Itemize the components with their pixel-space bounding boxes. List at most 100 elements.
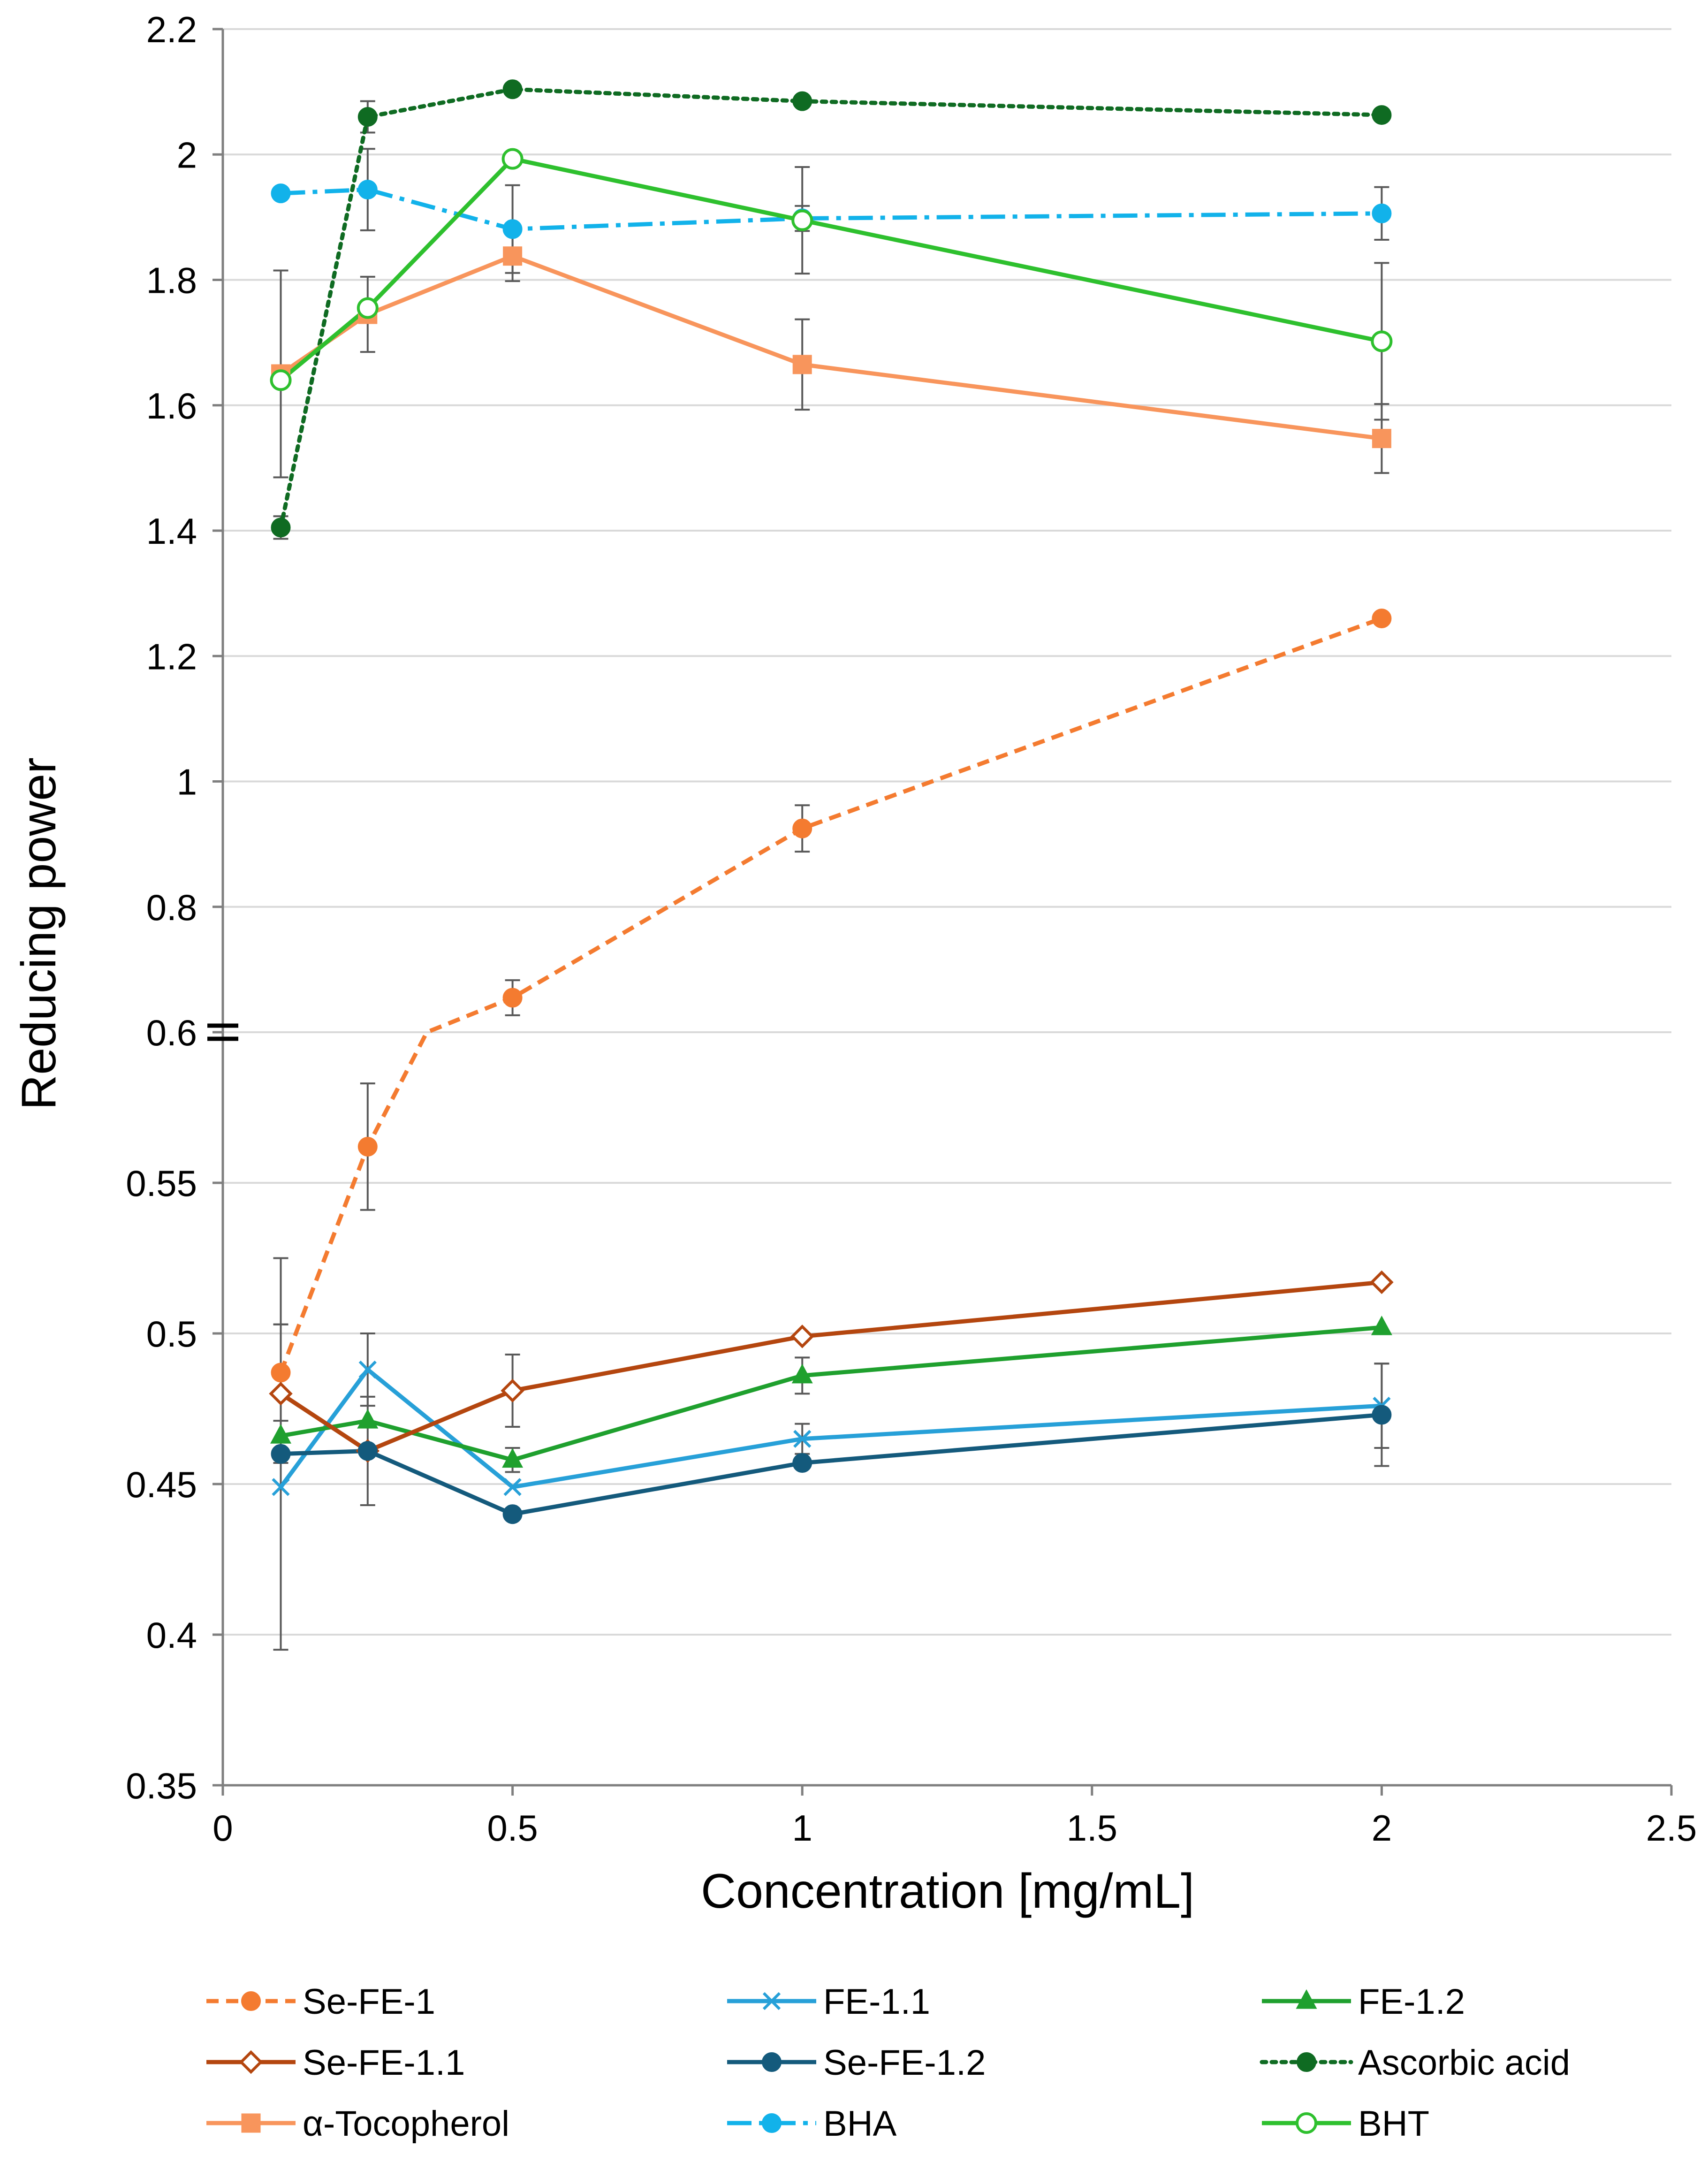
y-tick-label: 1 xyxy=(177,761,197,803)
point-fe-1-2 xyxy=(1371,1316,1392,1335)
legend: Se-FE-1 FE-1.1 FE-1.2 Se-FE-1.1 Se-FE-1.2 Asc… xyxy=(206,1982,1570,2144)
point-ascorbic-acid xyxy=(357,107,378,127)
legend-label: BHT xyxy=(1358,2104,1429,2144)
point-se-fe-1 xyxy=(357,1136,378,1157)
legend-label: Se-FE-1 xyxy=(303,1982,435,2022)
point-fe-1-2 xyxy=(502,1448,524,1468)
point-ascorbic-acid xyxy=(271,518,291,538)
legend-item-fe-1-1: FE-1.1 xyxy=(727,1982,930,2022)
point-bha xyxy=(271,183,291,204)
point-tocopherol xyxy=(792,355,812,374)
point-bht xyxy=(501,148,524,170)
x-tick-label: 1.5 xyxy=(1067,1807,1117,1849)
legend-marker xyxy=(762,2052,782,2072)
y-tick-label: 0.4 xyxy=(146,1614,197,1656)
x-tick-label: 2.5 xyxy=(1646,1807,1697,1849)
series-line-fe-1-2 xyxy=(280,1325,1382,1462)
y-tick-label: 0.55 xyxy=(126,1163,197,1204)
point-se-fe-1-1 xyxy=(501,1378,524,1403)
y-tick-label: 1.8 xyxy=(146,260,197,301)
legend-label: FE-1.1 xyxy=(823,1982,930,2022)
point-fe-1-2 xyxy=(357,1409,379,1429)
legend-marker xyxy=(1296,2112,1317,2134)
point-bha xyxy=(1372,203,1392,223)
series-lines xyxy=(279,87,1384,1516)
tick-labels: 0.35 0.4 0.45 0.5 0.55 0.6 0.8 1 1.2 1.4 1.6 1.8 2 2.… xyxy=(126,9,1697,1849)
series-line-se-fe-1-1 xyxy=(280,1280,1382,1453)
point-bha xyxy=(502,219,523,239)
y-tick-label: 0.5 xyxy=(146,1313,197,1355)
point-fe-1-2 xyxy=(791,1363,813,1384)
point-fe-1-1 xyxy=(503,1478,522,1496)
x-tick-label: 0 xyxy=(213,1807,233,1849)
point-se-fe-1 xyxy=(792,818,812,838)
point-bht xyxy=(1371,330,1393,352)
y-tick-label: 2 xyxy=(177,134,197,175)
series-line-se-fe-1 xyxy=(279,616,1382,1374)
y-tick-label: 0.45 xyxy=(126,1464,197,1505)
point-ascorbic-acid xyxy=(792,91,812,111)
axes xyxy=(207,28,1673,1796)
legend-item-bht: BHT xyxy=(1262,2104,1429,2144)
point-fe-1-1 xyxy=(793,1430,812,1448)
legend-marker xyxy=(762,1992,781,2010)
x-tick-label: 0.5 xyxy=(487,1807,538,1849)
point-se-fe-1 xyxy=(271,1363,291,1383)
x-axis-title: Concentration [mg/mL] xyxy=(701,1864,1194,1919)
y-tick-label: 0.8 xyxy=(146,887,197,928)
point-ascorbic-acid xyxy=(502,79,523,99)
legend-item-se-fe-1-1: Se-FE-1.1 xyxy=(206,2043,465,2083)
point-se-fe-1 xyxy=(1372,609,1392,629)
y-tick-label: 1.2 xyxy=(146,636,197,677)
point-se-fe-1-1 xyxy=(269,1382,293,1406)
point-fe-1-1 xyxy=(358,1360,377,1379)
point-bht xyxy=(270,369,292,391)
y-tick-label: 0.6 xyxy=(146,1012,197,1053)
point-se-fe-1-1 xyxy=(1370,1270,1394,1294)
legend-marker xyxy=(241,2113,261,2133)
legend-marker xyxy=(241,1991,261,2011)
y-tick-label: 1.6 xyxy=(146,385,197,426)
legend-item-fe-1-2: FE-1.2 xyxy=(1262,1982,1465,2022)
error-bars xyxy=(273,100,1389,1651)
legend-marker xyxy=(1296,1989,1317,2009)
legend-label: Se-FE-1.2 xyxy=(823,2043,986,2083)
y-axis-title: Reducing power xyxy=(12,757,66,1110)
series-markers xyxy=(269,79,1394,1524)
point-se-fe-1-2 xyxy=(1372,1405,1392,1425)
gridlines xyxy=(223,28,1671,1636)
legend-label: FE-1.2 xyxy=(1358,1982,1465,2022)
series-line-bht xyxy=(279,157,1382,382)
point-tocopherol xyxy=(1372,429,1391,449)
legend-item-se-fe-1-2: Se-FE-1.2 xyxy=(727,2043,986,2083)
point-tocopherol xyxy=(503,246,523,266)
legend-marker xyxy=(762,2113,782,2133)
point-se-fe-1-2 xyxy=(271,1444,291,1464)
point-se-fe-1-1 xyxy=(790,1325,814,1348)
point-se-fe-1-2 xyxy=(792,1453,812,1473)
legend-item-se-fe-1: Se-FE-1 xyxy=(206,1982,435,2022)
point-ascorbic-acid xyxy=(1372,105,1392,125)
legend-item-bha: BHA xyxy=(727,2104,897,2144)
y-tick-label: 1.4 xyxy=(146,510,197,552)
legend-item-tocopherol: α-Tocopherol xyxy=(206,2104,509,2144)
point-se-fe-1-2 xyxy=(357,1441,378,1461)
point-se-fe-1 xyxy=(502,988,523,1008)
point-fe-1-2 xyxy=(270,1424,292,1444)
legend-item-ascorbic-acid: Ascorbic acid xyxy=(1260,2043,1570,2083)
series-line-se-fe-1-2 xyxy=(281,1412,1382,1516)
x-tick-label: 2 xyxy=(1372,1807,1392,1849)
y-tick-label: 0.35 xyxy=(126,1765,197,1806)
legend-marker xyxy=(239,2050,263,2074)
y-tick-label: 2.2 xyxy=(146,9,197,50)
point-bht xyxy=(357,297,379,319)
legend-label: BHA xyxy=(823,2104,897,2144)
point-bha xyxy=(357,180,378,200)
point-bht xyxy=(791,209,813,231)
legend-marker xyxy=(1297,2052,1316,2072)
legend-label: α-Tocopherol xyxy=(303,2104,509,2144)
legend-label: Se-FE-1.1 xyxy=(303,2043,465,2083)
series-line-tocopherol xyxy=(279,254,1382,441)
point-se-fe-1-2 xyxy=(502,1504,523,1524)
